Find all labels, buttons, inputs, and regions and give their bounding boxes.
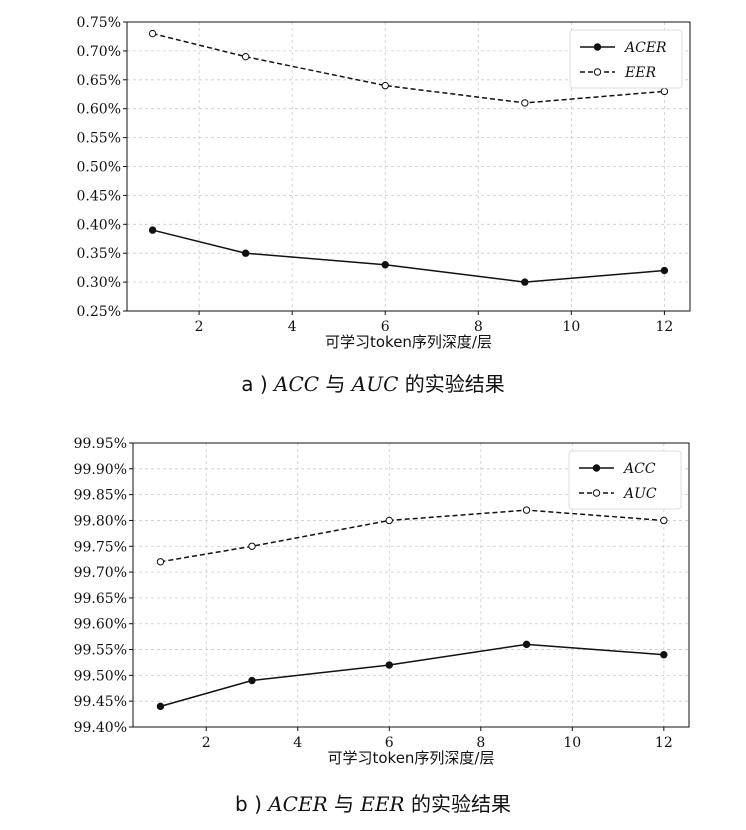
data-point-eer (660, 87, 669, 96)
y-tick-label: 99.40% (74, 720, 127, 736)
legend-label-auc: AUC (622, 486, 657, 502)
data-point-acc (660, 651, 668, 659)
data-point-eer (521, 99, 529, 107)
x-tick-label: 10 (563, 735, 581, 751)
x-tick-label: 8 (474, 319, 483, 335)
chart-b: 99.40% 99.45% 99.50% 99.55% 99.60% 99.65% 99.7… (74, 436, 690, 767)
x-tick-label: 8 (476, 735, 485, 751)
legend: ACER EER (569, 29, 683, 89)
legend-label-eer: EER (624, 65, 656, 81)
data-point-auc (248, 542, 256, 550)
caption-b-mid: 与 (327, 792, 361, 816)
y-tick-label: 0.35% (77, 246, 121, 262)
data-point-acer (660, 266, 669, 275)
legend: ACC AUC (568, 450, 682, 510)
y-tick-label: 99.65% (74, 591, 127, 607)
y-tick-label: 0.25% (77, 304, 121, 320)
y-tick-label: 99.55% (74, 643, 127, 659)
x-tick-label: 12 (655, 319, 673, 335)
caption-b: b ) ACER 与 EER 的实验结果 (0, 788, 746, 817)
y-tick-label: 0.65% (77, 73, 121, 89)
x-tick-label: 6 (381, 319, 390, 335)
y-tick-label: 99.85% (74, 488, 127, 504)
caption-b-prefix: b ) (235, 792, 269, 816)
y-tick-label: 99.45% (74, 694, 127, 710)
data-point-auc (660, 516, 668, 525)
y-tick-label: 0.40% (77, 217, 121, 233)
data-point-eer (148, 29, 157, 38)
series-line-auc (160, 509, 664, 563)
legend-marker-acc (592, 464, 601, 472)
data-point-acer (241, 249, 250, 257)
data-point-acc (156, 702, 165, 711)
legend-label-acer: ACER (623, 40, 667, 56)
data-point-acer (521, 278, 529, 286)
data-point-acc (248, 676, 256, 685)
data-point-acer (148, 226, 157, 234)
data-point-auc (385, 516, 393, 525)
caption-a-prefix: a ) (241, 372, 275, 396)
x-tick-label: 2 (202, 735, 211, 751)
x-tick-label: 4 (288, 319, 297, 335)
legend-label-acc: ACC (622, 461, 656, 477)
y-tick-label: 99.75% (74, 539, 127, 555)
y-tick-label: 99.60% (74, 617, 127, 633)
data-point-auc (156, 558, 165, 566)
y-tick-label: 99.70% (74, 565, 127, 581)
y-tick-label: 99.50% (74, 668, 127, 684)
data-point-eer (241, 52, 250, 61)
caption-b-metric1: ACER (268, 792, 328, 816)
x-axis-label: 可学习token序列深度/层 (327, 749, 494, 767)
y-tick-label: 0.55% (77, 131, 121, 147)
y-tick-label: 0.75% (77, 15, 121, 31)
series-line-acer (152, 229, 665, 283)
data-point-auc (522, 506, 531, 514)
caption-a: a ) ACC 与 AUC 的实验结果 (0, 368, 746, 397)
caption-a-suffix: 的实验结果 (398, 372, 505, 396)
y-tick-label: 0.50% (77, 160, 121, 176)
series-line-eer (152, 32, 665, 104)
y-tick-label: 0.60% (77, 102, 121, 118)
caption-b-suffix: 的实验结果 (404, 792, 511, 816)
x-tick-label: 10 (562, 319, 580, 335)
caption-a-metric2: AUC (351, 372, 399, 396)
y-tick-label: 99.90% (74, 462, 127, 478)
plot-frame (132, 442, 690, 728)
x-tick-label: 4 (293, 735, 302, 751)
y-tick-label: 0.45% (77, 188, 121, 204)
x-tick-label: 6 (385, 735, 394, 751)
y-tick-label: 99.80% (74, 513, 127, 529)
caption-a-mid: 与 (319, 372, 352, 396)
y-tick-label: 0.70% (77, 44, 121, 60)
data-point-acc (385, 661, 393, 669)
legend-marker-auc (592, 489, 601, 497)
data-point-eer (381, 81, 389, 90)
data-point-acc (522, 640, 531, 649)
legend-marker-acer (593, 43, 602, 51)
legend-marker-eer (593, 68, 602, 76)
x-tick-label: 2 (195, 319, 204, 335)
chart-a: 0.25% 0.30% 0.35% 0.40% 0.45% 0.50% 0.55% 0.60%… (77, 15, 691, 351)
plot-frame (126, 21, 691, 312)
data-point-acer (381, 261, 389, 269)
x-axis-label: 可学习token序列深度/层 (325, 333, 492, 351)
x-tick-label: 12 (655, 735, 673, 751)
caption-b-metric2: EER (360, 792, 405, 816)
caption-a-metric1: ACC (274, 372, 320, 396)
y-tick-label: 99.95% (74, 436, 127, 452)
y-tick-label: 0.30% (77, 275, 121, 291)
